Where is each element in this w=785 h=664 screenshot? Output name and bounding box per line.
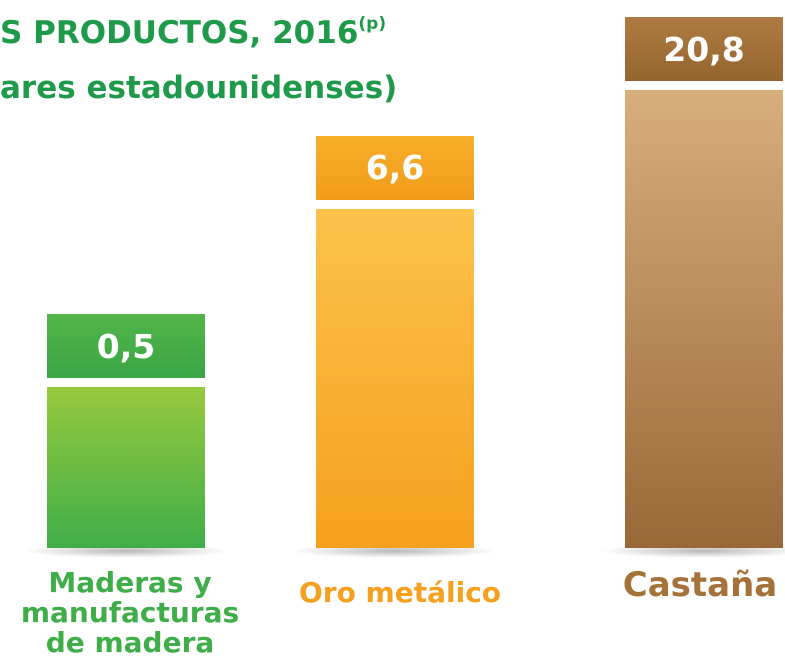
title-text: S PRODUCTOS, 2016	[0, 15, 359, 51]
category-label: Maderas y manufacturas de madera	[20, 566, 240, 659]
value-label-box: 20,8	[625, 17, 783, 81]
value-label-box: 6,6	[316, 135, 474, 200]
category-label: Castaña	[622, 565, 778, 605]
chart-subtitle: ares estadounidenses)	[0, 70, 398, 106]
bar	[625, 90, 783, 548]
value-label-box: 0,5	[47, 314, 205, 379]
category-label: Oro metálico	[298, 576, 502, 609]
chart-title: S PRODUCTOS, 2016(p)	[0, 14, 386, 51]
bar	[47, 387, 205, 548]
title-superscript: (p)	[358, 14, 387, 34]
bar	[316, 208, 474, 548]
